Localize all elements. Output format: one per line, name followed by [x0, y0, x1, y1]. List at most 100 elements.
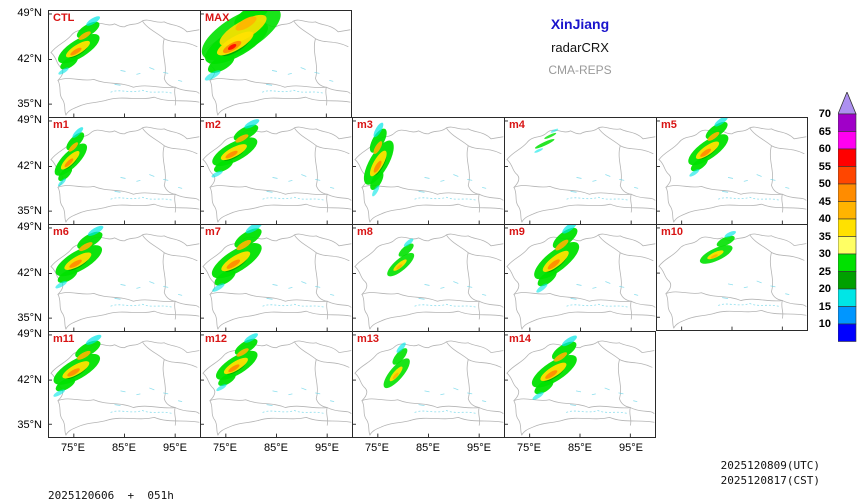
colorbar-label-25: 25 — [818, 265, 831, 278]
map-svg — [505, 120, 656, 224]
map-panel-m1: m1 — [48, 117, 200, 224]
colorbar — [837, 90, 858, 347]
axis-ticks — [49, 13, 176, 117]
colorbar-segment-50 — [837, 183, 857, 202]
axis-ticks — [49, 227, 176, 331]
axis-ticks — [353, 120, 480, 224]
lon-label-c3-0: 75°E — [365, 442, 389, 454]
lat-label-r4-1: 42°N — [17, 374, 42, 386]
panel-label-m7: m7 — [205, 226, 221, 238]
radar-echo — [211, 119, 260, 178]
map-svg — [201, 225, 352, 331]
colorbar-label-45: 45 — [818, 195, 831, 208]
colorbar-segment-15 — [837, 306, 857, 325]
radar-echo — [363, 122, 394, 197]
radar-echo — [201, 11, 281, 81]
radar-echo — [58, 16, 101, 75]
weak-echo-specks — [262, 387, 335, 414]
colorbar-label-65: 65 — [818, 125, 831, 138]
map-panel-m9: m9 — [504, 224, 656, 331]
map-svg — [49, 225, 200, 331]
init-time-line1: 2025120606 + 051h — [48, 489, 174, 501]
panel-label-m10: m10 — [661, 226, 684, 238]
weak-echo-specks — [110, 67, 183, 94]
colorbar-segment-25 — [837, 271, 857, 290]
lat-label-r2-1: 42°N — [17, 160, 42, 172]
map-svg — [505, 225, 656, 331]
lon-label-c3-1: 85°E — [416, 442, 440, 454]
panel-label-m9: m9 — [509, 226, 525, 238]
lat-label-r4-0: 49°N — [17, 328, 42, 340]
colorbar-label-35: 35 — [818, 230, 831, 243]
panel-grid: CTL MAX m1 m2 m3 m4 m5 m6 m7 m8 m9 — [48, 10, 808, 438]
radar-echo — [534, 128, 559, 153]
colorbar-segment-20 — [837, 288, 857, 307]
lon-label-c4-2: 95°E — [619, 442, 643, 454]
panel-label-m14: m14 — [509, 333, 532, 345]
radar-echo — [211, 225, 263, 292]
axis-ticks — [201, 334, 328, 437]
map-svg — [353, 120, 504, 224]
lon-label-c1-2: 95°E — [163, 442, 187, 454]
colorbar-labels: 70 65 60 55 50 45 40 35 30 25 20 15 10 — [796, 92, 833, 342]
colorbar-label-15: 15 — [818, 300, 831, 313]
map-svg — [657, 227, 807, 330]
axis-ticks — [657, 227, 783, 330]
colorbar-segment-45 — [837, 201, 857, 220]
colorbar-svg — [837, 90, 857, 342]
panel-label-m3: m3 — [357, 119, 373, 131]
map-boundaries — [506, 340, 655, 436]
map-boundaries — [354, 233, 504, 330]
map-panel-m2: m2 — [200, 117, 352, 224]
colorbar-segment-55 — [837, 166, 857, 185]
product-title: radarCRX — [551, 40, 609, 55]
panel-label-m4: m4 — [509, 119, 525, 131]
axis-ticks — [505, 227, 632, 331]
map-panel-m12: m12 — [200, 331, 352, 438]
lat-label-r3-2: 35°N — [17, 312, 42, 324]
lat-label-r1-0: 49°N — [17, 7, 42, 19]
map-boundaries — [658, 233, 807, 329]
radar-echo — [215, 333, 258, 392]
map-svg — [201, 11, 351, 117]
colorbar-segment-35 — [837, 236, 857, 255]
colorbar-label-60: 60 — [818, 143, 831, 155]
lon-label-c4-0: 75°E — [517, 442, 541, 454]
panel-label-m6: m6 — [53, 226, 69, 238]
weak-echo-specks — [414, 387, 487, 414]
colorbar-segment-60 — [837, 148, 857, 167]
colorbar-label-20: 20 — [818, 283, 831, 295]
model-title: CMA-REPS — [548, 63, 612, 77]
weak-echo-specks — [718, 174, 790, 201]
map-boundaries — [50, 126, 200, 223]
panel-label-m2: m2 — [205, 119, 221, 131]
lat-label-r1-1: 42°N — [17, 53, 42, 65]
map-svg — [49, 120, 200, 224]
map-panel-m14: m14 — [504, 331, 656, 438]
panel-label-m5: m5 — [661, 119, 677, 131]
map-panel-MAX: MAX — [200, 10, 352, 117]
valid-time-utc: 2025120809(UTC) — [720, 459, 820, 472]
colorbar-segment-30 — [837, 253, 857, 272]
panel-label-m12: m12 — [205, 333, 228, 345]
radar-echo — [55, 225, 104, 289]
region-title: XinJiang — [550, 16, 610, 32]
radar-echo — [531, 335, 577, 400]
weak-echo-specks — [566, 174, 639, 201]
lon-label-c1-1: 85°E — [112, 442, 136, 454]
weak-echo-specks — [414, 174, 487, 201]
map-svg — [49, 13, 200, 117]
radar-echo — [534, 225, 580, 293]
map-panel-m7: m7 — [200, 224, 352, 331]
weak-echo-specks — [262, 67, 334, 94]
lat-label-r1-2: 35°N — [17, 98, 42, 110]
map-panel-m8: m8 — [352, 224, 504, 331]
map-svg — [353, 334, 504, 437]
axis-ticks — [657, 120, 783, 224]
map-panel-m4: m4 — [504, 117, 656, 224]
lon-label-c1-0: 75°E — [61, 442, 85, 454]
axis-ticks — [49, 334, 176, 437]
map-boundaries — [50, 233, 200, 330]
map-panel-m13: m13 — [352, 331, 504, 438]
